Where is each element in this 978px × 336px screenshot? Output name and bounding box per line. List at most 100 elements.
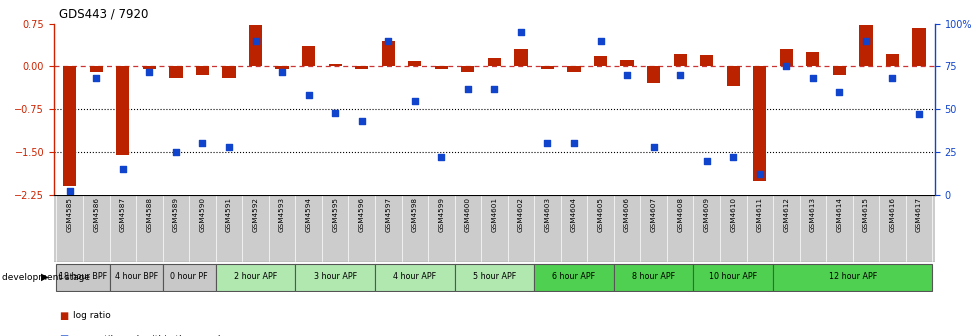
Bar xyxy=(620,59,633,67)
Point xyxy=(698,158,714,163)
Bar xyxy=(778,49,792,67)
Point xyxy=(407,98,422,103)
Text: GSM4586: GSM4586 xyxy=(93,197,99,232)
Point xyxy=(830,89,846,95)
Point xyxy=(380,38,396,43)
Text: log ratio: log ratio xyxy=(73,311,111,320)
Text: 8 hour APF: 8 hour APF xyxy=(632,272,675,281)
Bar xyxy=(461,67,474,72)
Bar xyxy=(885,54,898,67)
Text: GSM4605: GSM4605 xyxy=(597,197,602,232)
Text: GSM4603: GSM4603 xyxy=(544,197,550,232)
Bar xyxy=(162,264,215,291)
Bar xyxy=(487,58,501,67)
Point xyxy=(353,119,369,124)
Point xyxy=(619,72,635,78)
Bar xyxy=(143,67,156,69)
Text: GSM4611: GSM4611 xyxy=(756,197,762,232)
Bar xyxy=(329,64,341,67)
Text: GSM4615: GSM4615 xyxy=(862,197,868,232)
Bar xyxy=(752,67,766,180)
Bar xyxy=(534,264,613,291)
Bar xyxy=(408,61,421,67)
Bar xyxy=(567,67,580,72)
Text: ■: ■ xyxy=(59,334,67,336)
Text: GSM4590: GSM4590 xyxy=(200,197,205,232)
Bar xyxy=(540,67,554,69)
Bar xyxy=(832,67,845,75)
Bar xyxy=(196,67,209,75)
Bar xyxy=(773,264,931,291)
Point xyxy=(114,167,130,172)
Bar xyxy=(301,46,315,67)
Point xyxy=(804,76,820,81)
Text: GSM4612: GSM4612 xyxy=(782,197,788,232)
Point xyxy=(884,76,900,81)
Point xyxy=(274,69,289,74)
Bar xyxy=(613,264,692,291)
Text: 0 hour PF: 0 hour PF xyxy=(170,272,207,281)
Text: GSM4606: GSM4606 xyxy=(623,197,630,232)
Point xyxy=(645,144,661,150)
Bar xyxy=(692,264,773,291)
Text: GSM4616: GSM4616 xyxy=(889,197,895,232)
Text: GSM4588: GSM4588 xyxy=(147,197,153,232)
Text: GSM4596: GSM4596 xyxy=(358,197,365,232)
Point xyxy=(512,30,528,35)
Bar xyxy=(726,67,739,86)
Text: GSM4607: GSM4607 xyxy=(650,197,656,232)
Bar xyxy=(434,67,448,69)
Point xyxy=(460,86,475,91)
Text: 12 hour APF: 12 hour APF xyxy=(827,272,876,281)
Text: 4 hour BPF: 4 hour BPF xyxy=(114,272,157,281)
Point xyxy=(300,93,316,98)
Text: 18 hour BPF: 18 hour BPF xyxy=(59,272,107,281)
Text: GSM4602: GSM4602 xyxy=(517,197,523,232)
Text: GSM4598: GSM4598 xyxy=(412,197,418,232)
Bar xyxy=(699,55,713,67)
Text: 2 hour APF: 2 hour APF xyxy=(234,272,277,281)
Bar xyxy=(222,67,236,78)
Text: GSM4617: GSM4617 xyxy=(915,197,921,232)
Bar xyxy=(454,264,534,291)
Bar xyxy=(295,264,375,291)
Bar xyxy=(375,264,454,291)
Bar xyxy=(859,25,871,67)
Text: GSM4597: GSM4597 xyxy=(385,197,391,232)
Bar xyxy=(215,264,295,291)
Text: GSM4595: GSM4595 xyxy=(332,197,337,232)
Text: GSM4589: GSM4589 xyxy=(173,197,179,232)
Bar xyxy=(90,67,103,72)
Text: GSM4604: GSM4604 xyxy=(570,197,576,232)
Bar xyxy=(110,264,162,291)
Text: percentile rank within the sample: percentile rank within the sample xyxy=(73,335,226,336)
Point xyxy=(725,155,740,160)
Bar xyxy=(911,28,925,67)
Point xyxy=(751,172,767,177)
Text: GSM4600: GSM4600 xyxy=(465,197,470,232)
Bar xyxy=(806,52,819,67)
Text: GSM4608: GSM4608 xyxy=(677,197,683,232)
Text: 6 hour APF: 6 hour APF xyxy=(552,272,595,281)
Bar xyxy=(355,67,368,69)
Bar xyxy=(169,67,182,78)
Bar xyxy=(63,67,76,186)
Text: GSM4609: GSM4609 xyxy=(703,197,709,232)
Point xyxy=(62,189,77,194)
Point xyxy=(221,144,237,150)
Text: GSM4610: GSM4610 xyxy=(730,197,735,232)
Text: GSM4614: GSM4614 xyxy=(835,197,841,232)
Text: GSM4594: GSM4594 xyxy=(305,197,311,232)
Text: GSM4592: GSM4592 xyxy=(252,197,258,232)
Text: development stage: development stage xyxy=(2,273,90,282)
Text: 5 hour APF: 5 hour APF xyxy=(472,272,515,281)
Text: 3 hour APF: 3 hour APF xyxy=(313,272,356,281)
Text: 4 hour APF: 4 hour APF xyxy=(393,272,436,281)
Point xyxy=(858,38,873,43)
Bar xyxy=(673,54,687,67)
Point xyxy=(327,110,342,115)
Text: GSM4613: GSM4613 xyxy=(809,197,815,232)
Bar xyxy=(275,67,289,69)
Point xyxy=(433,155,449,160)
Point xyxy=(142,69,157,74)
